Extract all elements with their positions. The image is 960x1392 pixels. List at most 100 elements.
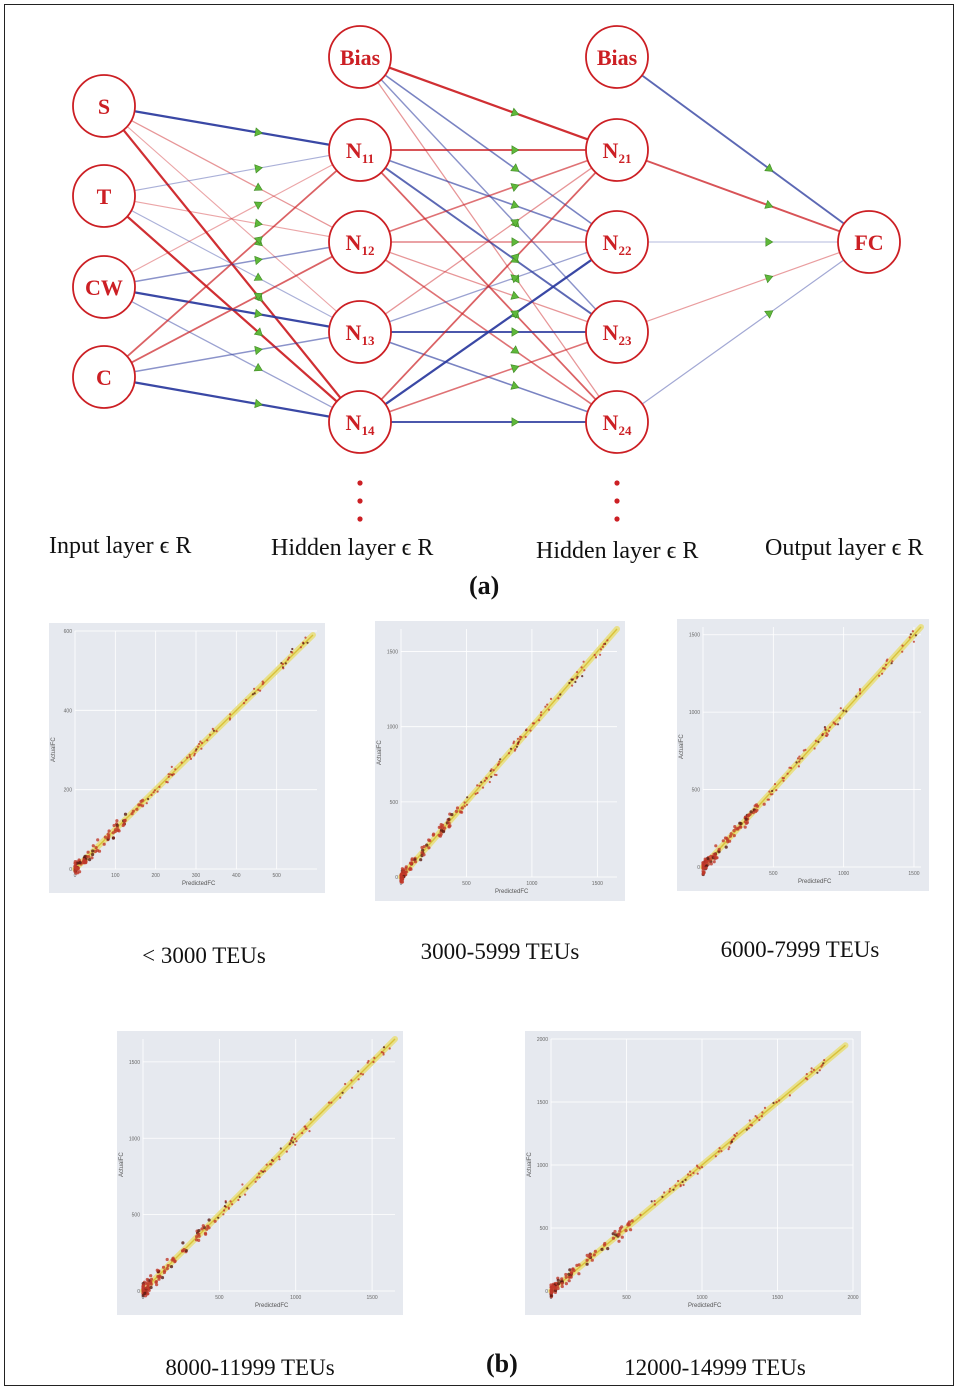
arrow-N12-N23-icon <box>510 290 520 300</box>
arrow-B2-FC-icon <box>764 163 774 172</box>
connection-N11-N23 <box>384 167 593 315</box>
node-n24: N24 <box>585 390 649 454</box>
y-tick-label: 500 <box>390 800 399 806</box>
y-tick-label: 1500 <box>537 1100 548 1106</box>
node-cw: CW <box>72 255 136 319</box>
x-tick-label: 500 <box>272 873 281 879</box>
category-label-4: 8000-11999 TEUs <box>165 1355 335 1380</box>
arrow-B1-N22-icon <box>510 163 520 172</box>
x-tick-label: 1500 <box>908 871 919 877</box>
connection-N14-N22 <box>384 258 593 406</box>
arrow-C-N11-icon <box>253 236 263 245</box>
connection-C-N13 <box>134 336 330 373</box>
x-tick-label: 0 <box>74 873 77 879</box>
hidden-1-ellipsis-icon <box>357 480 363 522</box>
arrow-N13-N22-icon <box>510 274 520 284</box>
x-axis-title: PredictedFC <box>495 889 529 895</box>
node-fc: FC <box>837 210 901 274</box>
category-label-3: 6000-7999 TEUs <box>720 937 880 962</box>
fit-line <box>142 1038 396 1292</box>
svg-text:N24: N24 <box>603 410 632 438</box>
connection-N12-N21 <box>388 159 589 233</box>
connection-B1-N23 <box>380 79 597 310</box>
scatter-points <box>701 630 917 877</box>
arrow-N24-FC-icon <box>764 310 774 319</box>
y-tick-label: 500 <box>692 788 701 794</box>
output-layer-label: Output layer ϵ R <box>765 535 924 561</box>
node-n13: N13 <box>328 300 392 364</box>
node-b1: Bias <box>328 25 392 89</box>
x-tick-label: 200 <box>151 873 160 879</box>
scatter-plot-4: 0 500 1000 1500 0 500 1000 1500 PredictedFC Actua… <box>117 1031 403 1315</box>
arrow-N13-N24-icon <box>510 380 520 390</box>
x-tick-label: 400 <box>232 873 241 879</box>
arrow-N11-N21-icon <box>511 145 520 155</box>
arrow-N14-N23-icon <box>510 364 520 374</box>
node-t: T <box>72 164 136 228</box>
connection-B2-FC <box>641 74 845 225</box>
connection-N13-N21 <box>384 167 593 315</box>
y-tick-label: 0 <box>697 865 700 871</box>
arrow-CW-N12-icon <box>254 255 263 266</box>
hidden-layer-1-label: Hidden layer ϵ R <box>271 535 434 561</box>
scatter-points <box>399 639 609 884</box>
scatter-plot-1: 0 100 200 300 400 500 0 200 400 600 PredictedFC Act… <box>49 623 325 893</box>
category-label-2: 3000-5999 TEUs <box>420 939 580 964</box>
x-tick-label: 500 <box>769 871 778 877</box>
arrow-N14-N22-icon <box>510 310 520 319</box>
connection-B1-N21 <box>388 66 589 141</box>
y-axis-title: ActualFC <box>119 1152 125 1177</box>
svg-text:Bias: Bias <box>340 45 381 70</box>
x-tick-label: 500 <box>215 1295 224 1301</box>
connection-N21-FC <box>645 159 841 233</box>
fit-line <box>550 1044 846 1292</box>
scatter-points <box>549 1059 826 1299</box>
connection-N23-FC <box>645 251 841 323</box>
svg-text:Bias: Bias <box>597 45 638 70</box>
scatter-points <box>73 636 309 875</box>
y-tick-label: 1500 <box>387 650 398 656</box>
x-tick-label: 1500 <box>367 1295 378 1301</box>
x-axis-title: PredictedFC <box>688 1303 722 1309</box>
connection-S-N12 <box>131 119 333 229</box>
arrow-N23-FC-icon <box>764 274 774 284</box>
arrow-N11-N22-icon <box>510 200 520 209</box>
svg-text:N22: N22 <box>603 230 632 258</box>
x-tick-label: 0 <box>400 881 403 887</box>
connection-N24-FC <box>641 259 845 405</box>
connection-C-N11 <box>126 169 338 358</box>
x-tick-label: 1000 <box>838 871 849 877</box>
y-tick-label: 600 <box>64 629 73 635</box>
x-axis-title: PredictedFC <box>182 881 216 887</box>
arrow-N12-N21-icon <box>510 183 520 192</box>
node-b2: Bias <box>585 25 649 89</box>
arrow-N13-N21-icon <box>510 219 520 228</box>
connection-T-N11 <box>134 154 330 192</box>
arrow-N12-N22-icon <box>511 237 520 247</box>
svg-text:CW: CW <box>85 275 123 300</box>
svg-text:S: S <box>98 94 110 119</box>
arrow-C-N12-icon <box>253 292 263 302</box>
category-label-5: 12000-14999 TEUs <box>624 1355 806 1380</box>
y-tick-label: 1000 <box>689 710 700 716</box>
arrow-N12-N24-icon <box>510 345 520 354</box>
x-tick-label: 500 <box>622 1295 631 1301</box>
x-tick-label: 300 <box>192 873 201 879</box>
x-tick-label: 100 <box>111 873 120 879</box>
connection-N14-N21 <box>380 171 597 401</box>
category-label-1: < 3000 TEUs <box>142 943 266 968</box>
arrow-C-N14-icon <box>254 398 263 409</box>
node-n23: N23 <box>585 300 649 364</box>
connection-B1-N24 <box>377 81 600 398</box>
arrow-N13-N23-icon <box>511 327 520 337</box>
y-axis-title: ActualFC <box>679 734 685 759</box>
x-tick-label: 500 <box>462 881 471 887</box>
y-axis-title: ActualFC <box>527 1152 533 1177</box>
scatter-plot-5: 05001000150020000500100015002000Predicte… <box>525 1031 861 1315</box>
y-tick-label: 1000 <box>129 1136 140 1142</box>
figure-frame: S T CW C Bias Bias N11 N12 N13 N14 N21 N22 N23 N24 FC … <box>4 4 954 1386</box>
svg-text:FC: FC <box>854 230 883 255</box>
y-tick-label: 0 <box>137 1289 140 1295</box>
node-s: S <box>72 74 136 138</box>
connection-S-N13 <box>126 126 338 312</box>
